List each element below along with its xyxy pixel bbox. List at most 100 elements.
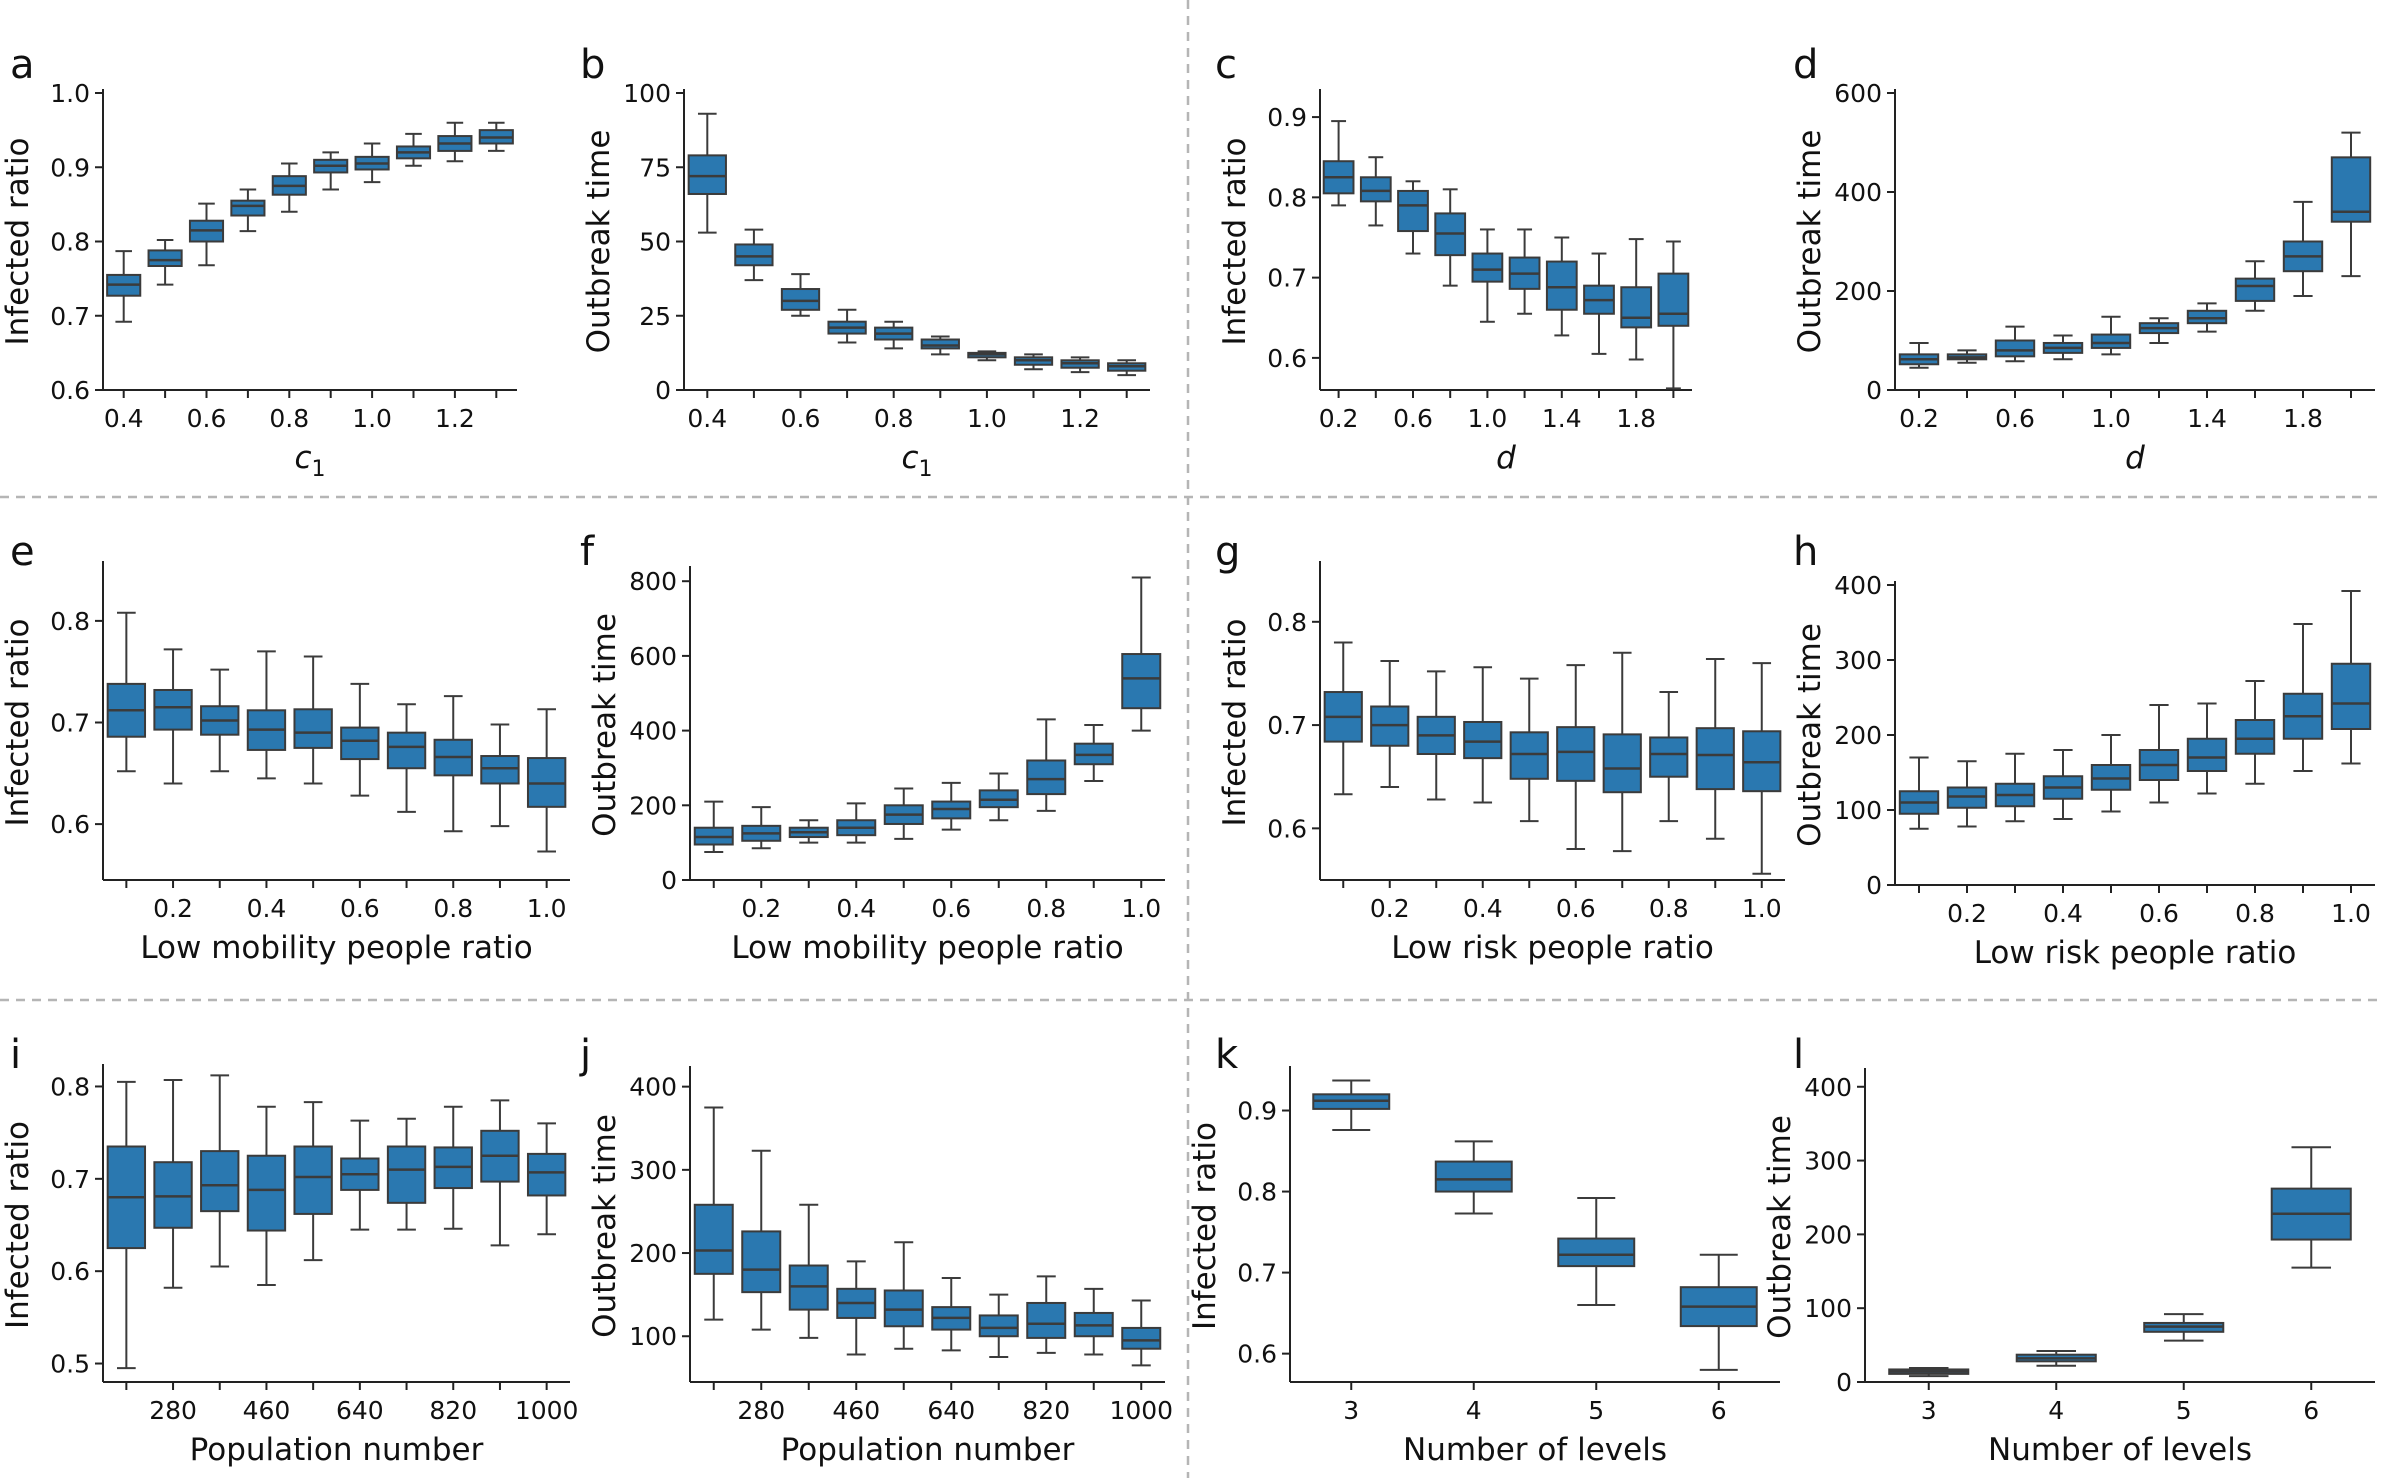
box-iqr: [147, 249, 183, 268]
x-tick-label: 1.0: [527, 894, 567, 923]
box-iqr: [386, 1145, 427, 1204]
box-0.4: [836, 802, 877, 844]
y-tick-label: 0.7: [50, 302, 90, 331]
x-tick-label: 0.6: [1393, 404, 1433, 433]
box-0.9: [480, 723, 520, 828]
box-iqr: [1649, 736, 1689, 778]
box-1.3: [1107, 359, 1147, 377]
box-1.6: [1583, 252, 1615, 355]
box-0.1: [106, 611, 147, 773]
panel-letter: h: [1793, 529, 1818, 575]
box-0.7: [2186, 702, 2228, 795]
y-tick-label: 400: [1834, 178, 1882, 207]
box-0.3: [200, 668, 240, 773]
x-tick-label: 1.2: [435, 404, 475, 433]
box-1: [526, 708, 567, 853]
x-tick-label: 640: [927, 1396, 975, 1425]
box-iqr: [1026, 759, 1067, 796]
box-1.2: [2138, 317, 2180, 344]
panel-letter: k: [1215, 1032, 1239, 1078]
x-tick-label: 0.6: [187, 404, 227, 433]
box-iqr: [480, 755, 520, 785]
x-tick-label: 1.0: [2091, 404, 2131, 433]
panels: a 0.6 0.7 0.8 0.9 1.0 0.4 0.6 0.8 1.0 1.2 c1 Infecte…: [0, 42, 2375, 1468]
box-0.7: [1602, 651, 1642, 853]
box-4: [1434, 1140, 1513, 1215]
box-1.8: [2282, 200, 2324, 297]
box-1: [1742, 662, 1782, 875]
x-tick-label: 0.2: [1370, 894, 1410, 923]
x-axis-label: Low mobility people ratio: [731, 930, 1123, 966]
y-tick-label: 600: [629, 642, 677, 671]
x-tick-label: 1000: [1109, 1396, 1173, 1425]
y-tick-label: 0.7: [1237, 1259, 1277, 1288]
box-0.4: [2042, 749, 2084, 820]
box-0.8: [2234, 680, 2276, 785]
y-tick-label: 100: [629, 1322, 677, 1351]
x-tick-label: 5: [2176, 1396, 2192, 1425]
x-axis-label: Low mobility people ratio: [140, 930, 532, 966]
x-tick-label: 280: [737, 1396, 785, 1425]
y-tick-label: 800: [629, 567, 677, 596]
box-0.5: [1509, 677, 1549, 823]
box-iqr: [2186, 737, 2228, 772]
y-tick-label: 100: [623, 79, 671, 108]
panel-letter: e: [10, 529, 35, 575]
box-0.9: [1695, 657, 1735, 840]
box-1.4: [1545, 236, 1578, 337]
x-tick-label: 3: [1343, 1396, 1359, 1425]
box-1: [2090, 315, 2132, 356]
x-tick-label: 1.0: [1121, 894, 1161, 923]
box-iqr: [153, 1161, 193, 1229]
box-3: [1312, 1079, 1391, 1131]
box-0.8: [1026, 718, 1067, 812]
y-tick-label: 400: [1804, 1073, 1852, 1102]
box-0.5: [883, 787, 924, 840]
box-0.9: [1073, 724, 1114, 783]
x-tick-label: 1.0: [1468, 404, 1508, 433]
x-axis-label: Low risk people ratio: [1391, 930, 1714, 966]
y-tick-label: 0.8: [50, 607, 90, 636]
x-tick-label: 0.2: [1899, 404, 1939, 433]
box-0.3: [1416, 670, 1456, 801]
x-axis-label: d: [2125, 440, 2145, 476]
y-tick-label: 0.8: [1267, 608, 1307, 637]
x-axis-label: Population number: [190, 1432, 484, 1468]
y-axis-label: Outbreak time: [1762, 1115, 1798, 1339]
box-820: [433, 1105, 473, 1230]
x-tick-label: 1.0: [967, 404, 1007, 433]
box-1: [1121, 576, 1162, 732]
box-1.2: [437, 121, 473, 163]
box-1.8: [1620, 238, 1653, 361]
panel-b: b 0 25 50 75 100 0.4 0.6 0.8 1.0 1.2 c1 Outbreak tim…: [580, 42, 1150, 482]
box-0.5: [293, 655, 333, 785]
x-tick-label: 0.2: [153, 894, 193, 923]
panel-k: k 0.6 0.7 0.8 0.9 3 4 5 6 Number of levels Infecte…: [1187, 1032, 1780, 1468]
box-iqr: [2234, 719, 2276, 755]
y-tick-label: 0: [655, 376, 671, 405]
x-tick-label: 0.8: [1649, 894, 1689, 923]
box-550: [883, 1241, 924, 1350]
box-0.7: [230, 188, 266, 233]
y-tick-label: 0.6: [1237, 1340, 1277, 1369]
panel-e: e 0.6 0.7 0.8 0.2 0.4 0.6 0.8 1.0 Low mobility pe…: [0, 529, 570, 966]
box-iqr: [340, 726, 380, 761]
x-tick-label: 0.4: [247, 894, 287, 923]
x-tick-label: 0.8: [1026, 894, 1066, 923]
box-iqr: [1463, 720, 1503, 760]
box-640: [340, 1119, 380, 1231]
box-iqr: [200, 1150, 240, 1213]
box-0.7: [386, 703, 427, 813]
y-axis-label: Outbreak time: [587, 1114, 623, 1338]
y-tick-label: 0.6: [50, 1257, 90, 1286]
box-iqr: [2234, 277, 2276, 302]
panel-h: h 0 100 200 300 400 0.2 0.4 0.6 0.8 1.0 Low risk pe…: [1792, 529, 2375, 971]
box-0.1: [693, 800, 734, 853]
y-tick-label: 0.7: [50, 1165, 90, 1194]
y-axis-label: Infected ratio: [0, 137, 36, 345]
panel-letter: g: [1215, 529, 1240, 575]
box-iqr: [386, 731, 427, 770]
x-axis-label: c1: [901, 440, 932, 482]
box-280: [153, 1079, 193, 1289]
x-tick-label: 1.8: [1616, 404, 1656, 433]
